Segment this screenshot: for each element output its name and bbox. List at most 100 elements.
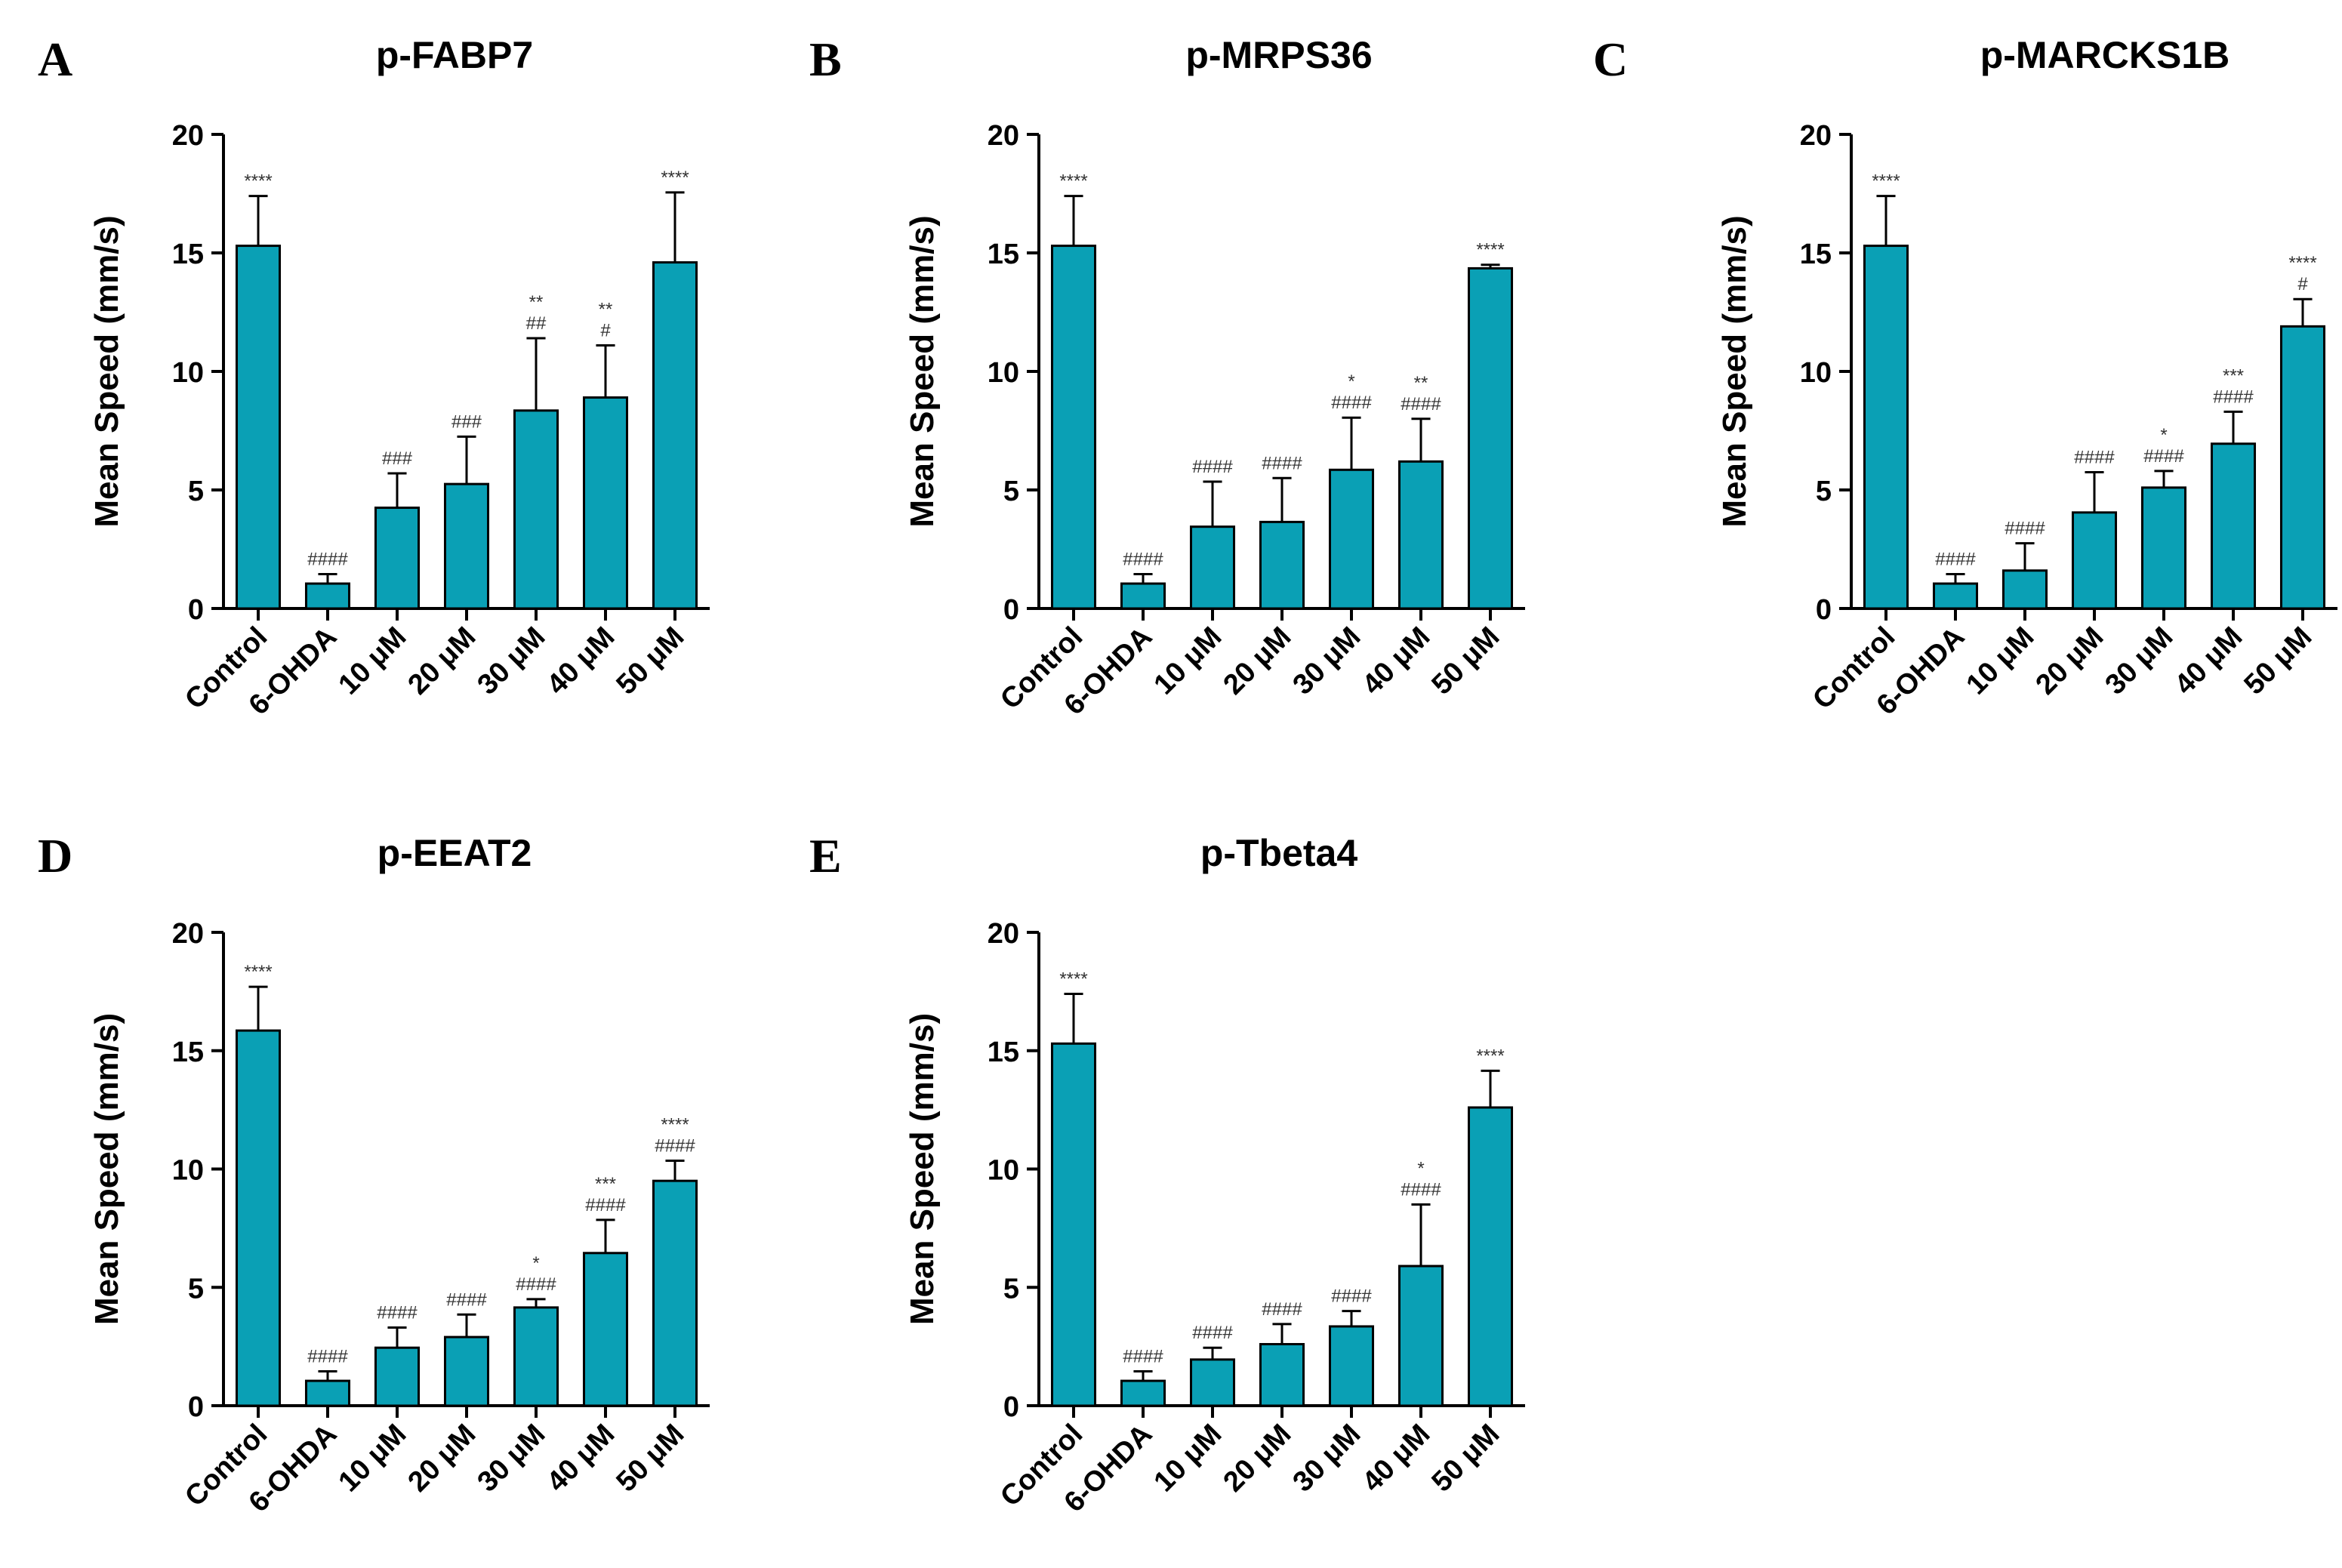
y-tick-label: 0	[188, 1391, 204, 1423]
chart-title: p-Tbeta4	[1200, 832, 1358, 874]
significance-label: ####	[1401, 394, 1441, 414]
significance-label: ####	[1262, 1299, 1302, 1320]
y-tick-label: 10	[1800, 357, 1832, 389]
bar-4	[1259, 1342, 1305, 1407]
bar-2	[304, 1379, 351, 1407]
bar-2	[304, 582, 351, 610]
y-tick-label: 5	[1816, 476, 1832, 507]
significance-label: ####	[307, 1347, 348, 1367]
bar-1	[1863, 245, 1909, 610]
significance-label: ####	[585, 1195, 626, 1215]
significance-label: ####	[446, 1289, 487, 1310]
bar-5	[513, 409, 559, 610]
chart-title: p-FABP7	[376, 34, 533, 76]
significance-label: **	[529, 292, 544, 313]
significance-label: ****	[1476, 1046, 1504, 1066]
y-tick-label: 5	[1003, 1273, 1019, 1305]
bar-6	[1397, 1265, 1444, 1407]
significance-label: ####	[1331, 393, 1372, 413]
y-axis-label: Mean Speed (mm/s)	[88, 1013, 125, 1325]
significance-label: ###	[382, 448, 413, 469]
bar-7	[1467, 1106, 1514, 1407]
significance-label: ####	[1123, 1347, 1163, 1367]
bar-3	[2001, 569, 2048, 610]
bar-1	[1050, 245, 1097, 610]
significance-label: ****	[1872, 171, 1900, 192]
y-tick-label: 20	[172, 120, 204, 152]
chart-title: p-MRPS36	[1185, 34, 1372, 76]
bar-1	[235, 245, 282, 610]
significance-label: ####	[1262, 453, 1302, 473]
significance-label: ####	[516, 1274, 556, 1295]
significance-label: ###	[451, 411, 482, 432]
significance-label: **	[1414, 373, 1428, 393]
bar-4	[443, 1335, 490, 1407]
significance-label: ####	[2143, 446, 2184, 467]
y-axis-label: Mean Speed (mm/s)	[1716, 215, 1753, 527]
y-tick-label: 10	[988, 357, 1019, 389]
bar-7	[1467, 266, 1514, 610]
significance-label: ####	[1192, 1323, 1233, 1343]
bar-3	[374, 507, 421, 610]
bar-2	[1932, 582, 1979, 610]
bar-4	[443, 482, 490, 610]
significance-label: ****	[244, 962, 272, 982]
significance-label: ####	[2074, 447, 2115, 467]
significance-label: ****	[661, 168, 689, 188]
panel-letter: E	[809, 829, 842, 883]
bar-2	[1120, 1379, 1166, 1407]
y-tick-label: 15	[988, 239, 1019, 270]
significance-label: ####	[377, 1303, 418, 1323]
bar-7	[2279, 325, 2326, 610]
significance-label: ****	[1476, 240, 1504, 260]
panel-letter: A	[38, 32, 72, 86]
significance-label: ##	[526, 313, 547, 334]
y-tick-label: 10	[172, 357, 204, 389]
bar-3	[374, 1346, 421, 1407]
bar-3	[1189, 525, 1236, 610]
y-tick-label: 0	[1003, 1391, 1019, 1423]
significance-label: ****	[1059, 171, 1087, 192]
significance-label: ***	[2223, 365, 2244, 386]
significance-label: ####	[1331, 1286, 1372, 1307]
significance-label: ####	[1192, 457, 1233, 477]
y-tick-label: 0	[188, 594, 204, 626]
bar-5	[2140, 486, 2187, 610]
significance-label: ####	[1401, 1180, 1441, 1200]
significance-label: ****	[2288, 253, 2316, 273]
y-tick-label: 10	[172, 1155, 204, 1187]
y-tick-label: 15	[172, 1037, 204, 1068]
y-tick-label: 0	[1003, 594, 1019, 626]
y-axis-label: Mean Speed (mm/s)	[904, 1013, 941, 1325]
chart-title: p-MARCKS1B	[1980, 34, 2230, 76]
bar-1	[235, 1029, 282, 1407]
significance-label: ****	[1059, 969, 1087, 990]
y-tick-label: 15	[1800, 239, 1832, 270]
significance-label: ####	[1935, 549, 1976, 569]
bar-4	[2071, 511, 2118, 610]
bar-5	[513, 1306, 559, 1407]
y-tick-label: 20	[988, 918, 1019, 950]
y-tick-label: 15	[172, 239, 204, 270]
bar-7	[652, 1179, 698, 1407]
significance-label: #	[600, 320, 611, 340]
significance-label: *	[1348, 371, 1354, 392]
significance-label: *	[1417, 1159, 1424, 1179]
y-axis-label: Mean Speed (mm/s)	[904, 215, 941, 527]
significance-label: ****	[661, 1115, 689, 1135]
y-tick-label: 5	[1003, 476, 1019, 507]
bar-6	[582, 1252, 629, 1407]
y-tick-label: 5	[188, 1273, 204, 1305]
significance-label: *	[2160, 425, 2167, 445]
bar-5	[1328, 1325, 1375, 1407]
y-axis-label: Mean Speed (mm/s)	[88, 215, 125, 527]
bar-5	[1328, 468, 1375, 610]
bar-3	[1189, 1358, 1236, 1407]
significance-label: #	[2297, 274, 2308, 294]
y-tick-label: 10	[988, 1155, 1019, 1187]
significance-label: *	[532, 1253, 539, 1274]
bar-7	[652, 261, 698, 610]
